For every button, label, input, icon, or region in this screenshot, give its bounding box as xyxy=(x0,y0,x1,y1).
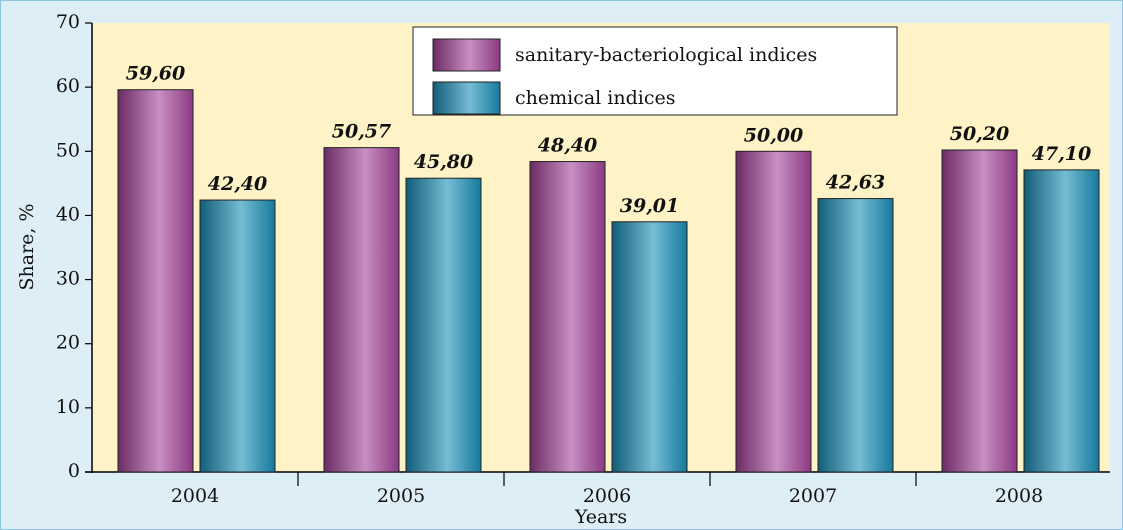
y-tick-label: 40 xyxy=(56,203,80,225)
y-axis-title: Share, % xyxy=(16,203,38,290)
y-tick-label: 70 xyxy=(56,11,80,33)
bar xyxy=(611,221,688,473)
y-tick-label: 50 xyxy=(56,139,80,161)
x-tick-label: 2004 xyxy=(171,485,219,507)
bar xyxy=(817,198,894,473)
x-tick-label: 2005 xyxy=(377,485,425,507)
y-tick-label: 10 xyxy=(56,396,80,418)
bar xyxy=(1023,169,1100,473)
x-axis-title: Years xyxy=(574,506,627,528)
bar xyxy=(529,161,606,473)
value-label: 42,63 xyxy=(826,172,886,194)
bar xyxy=(323,147,400,473)
value-label: 45,80 xyxy=(414,151,474,173)
value-label: 48,40 xyxy=(538,135,598,157)
bar xyxy=(117,89,194,473)
value-label: 59,60 xyxy=(126,63,186,85)
bar xyxy=(405,177,482,473)
y-tick-label: 60 xyxy=(56,75,80,97)
y-tick-label: 20 xyxy=(56,332,80,354)
legend-swatch xyxy=(432,38,501,72)
value-label: 39,01 xyxy=(620,195,680,217)
bar xyxy=(199,199,276,473)
value-label: 50,57 xyxy=(332,121,392,143)
value-label: 50,20 xyxy=(950,123,1010,145)
bar xyxy=(735,150,812,473)
y-tick-label: 30 xyxy=(56,268,80,290)
y-tick-label: 0 xyxy=(68,460,80,482)
x-tick-label: 2008 xyxy=(995,485,1043,507)
legend-label: sanitary-bacteriological indices xyxy=(515,44,817,66)
bar xyxy=(941,149,1018,473)
legend-swatch xyxy=(432,81,501,115)
value-label: 50,00 xyxy=(744,124,804,146)
value-label: 47,10 xyxy=(1032,143,1092,165)
legend-label: chemical indices xyxy=(515,87,676,109)
x-tick-label: 2007 xyxy=(789,485,837,507)
value-label: 42,40 xyxy=(208,173,268,195)
x-tick-label: 2006 xyxy=(583,485,631,507)
